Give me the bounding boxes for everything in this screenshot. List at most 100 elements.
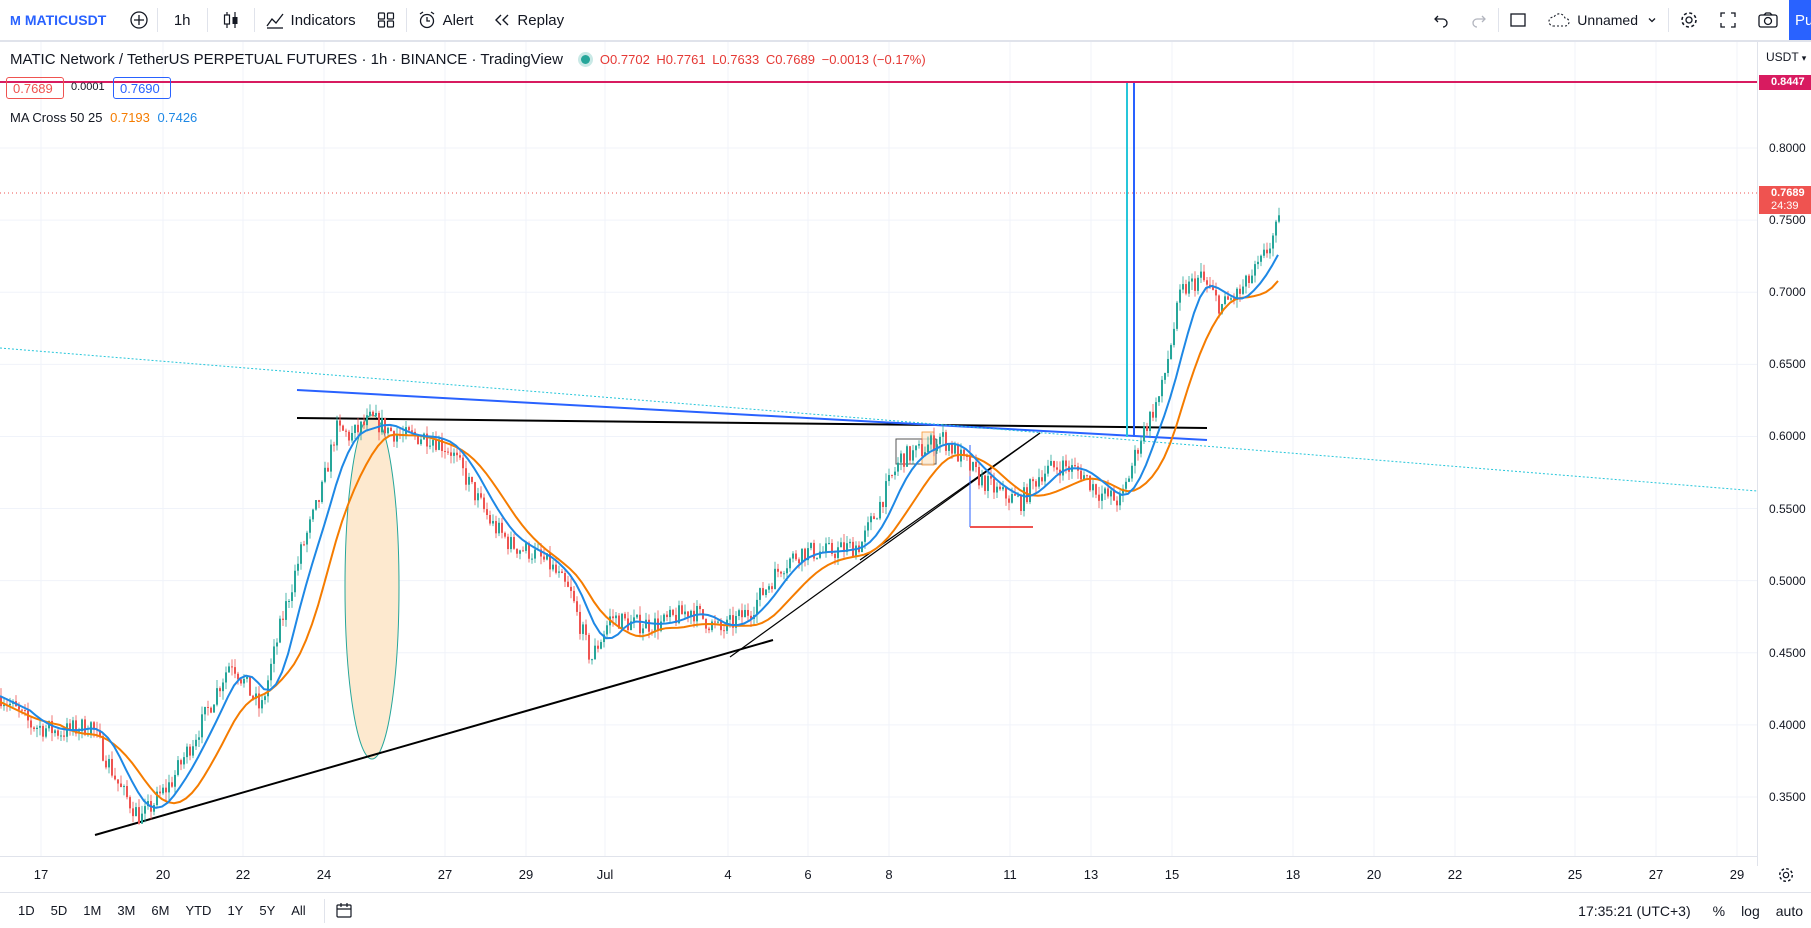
range-button-3m[interactable]: 3M: [117, 903, 136, 918]
candle-body: [1206, 280, 1208, 285]
candle-body: [534, 549, 536, 559]
range-button-6m[interactable]: 6M: [151, 903, 170, 918]
candle-body: [1044, 473, 1046, 482]
range-button-1d[interactable]: 1D: [18, 903, 35, 918]
interval-button[interactable]: 1h: [158, 0, 207, 41]
chart-type-button[interactable]: [208, 0, 254, 41]
candle-body: [1266, 249, 1268, 254]
candle-body: [30, 720, 32, 728]
candle-body: [597, 645, 599, 649]
ma-fast-line: [0, 254, 1279, 809]
candle-body: [639, 614, 641, 634]
calendar-range-icon[interactable]: [335, 902, 353, 920]
toolbar-divider: [253, 8, 255, 32]
save-layout-button[interactable]: Unnamed: [1537, 0, 1668, 41]
range-button-5d[interactable]: 5D: [50, 903, 68, 918]
long-trendline-dotted[interactable]: [0, 347, 1757, 492]
redo-button[interactable]: [1460, 0, 1498, 41]
candle-body: [351, 432, 353, 441]
candle-body: [576, 601, 578, 612]
clock[interactable]: 17:35:21 (UTC+3): [1578, 902, 1691, 919]
candle-body: [174, 774, 176, 787]
rising-trendline-1[interactable]: [729, 432, 1041, 658]
alert-button[interactable]: Alert: [407, 0, 484, 41]
undo-button[interactable]: [1422, 0, 1460, 41]
price-axis[interactable]: USDT ▾ 0.8000 0.7500 0.7000 0.6500 0.6000 0.5…: [1757, 42, 1811, 866]
candle-body: [360, 421, 362, 433]
candle-body: [1224, 296, 1226, 305]
highlight-ellipse[interactable]: [344, 414, 400, 760]
range-button-1m[interactable]: 1M: [83, 903, 102, 918]
candle-body: [180, 760, 182, 765]
range-button-1y[interactable]: 1Y: [227, 903, 244, 918]
percent-toggle[interactable]: %: [1712, 902, 1726, 919]
range-button-all[interactable]: All: [291, 903, 306, 918]
candle-body: [234, 667, 236, 674]
market-status-icon[interactable]: [580, 55, 590, 64]
replay-button[interactable]: Replay: [483, 0, 574, 41]
settings-button[interactable]: [1669, 0, 1709, 41]
candle-body: [669, 609, 671, 618]
candle-body: [159, 791, 161, 794]
auto-toggle[interactable]: auto: [1775, 902, 1803, 919]
time-axis[interactable]: 17 20 22 24 27 29 Jul 4 6 8 11 13 15 18 20 22 25 27 29: [0, 856, 1794, 893]
indicators-button[interactable]: Indicators: [255, 0, 366, 41]
chart-settings-gear-icon[interactable]: [1777, 866, 1795, 884]
candle-body: [762, 588, 764, 595]
snapshot-button[interactable]: [1747, 0, 1789, 41]
bottom-toolbar: 1D 5D 1M 3M 6M YTD 1Y 5Y All 17:35:21 (UTC+3) % …: [0, 892, 1811, 928]
candle-body: [171, 782, 173, 787]
candle-body: [426, 433, 428, 447]
chart-title[interactable]: MATIC Network / TetherUS PERPETUAL FUTUR…: [10, 51, 563, 68]
redo-icon: [1472, 15, 1487, 28]
range-button-5y[interactable]: 5Y: [259, 903, 276, 918]
candle-body: [690, 610, 692, 617]
candle-body: [555, 564, 557, 573]
replay-label: Replay: [517, 11, 565, 29]
fullscreen-button[interactable]: [1709, 0, 1747, 41]
candle-body: [1047, 465, 1049, 474]
support-trendline[interactable]: [94, 639, 774, 836]
candle-body: [162, 787, 164, 794]
rising-trendline-2[interactable]: [859, 432, 1041, 561]
symbol-search[interactable]: M MATICUSDT: [0, 0, 121, 41]
descending-trendline[interactable]: [296, 389, 1208, 441]
chart-canvas[interactable]: [0, 42, 1757, 856]
grid: [0, 42, 1757, 856]
price-tick-label: 0.5500: [1769, 501, 1806, 516]
candle-body: [219, 688, 221, 692]
candle-body: [813, 542, 815, 559]
indicator-legend[interactable]: MA Cross 50 25 0.7193 0.7426: [10, 110, 197, 125]
candle-body: [372, 411, 374, 416]
layout-select-button[interactable]: [1499, 0, 1537, 41]
candle-body: [1227, 296, 1229, 300]
candle-body: [198, 737, 200, 740]
candle-body: [747, 609, 749, 616]
candle-body: [1041, 477, 1043, 482]
candle-body: [192, 746, 194, 756]
cloud-icon: [1548, 13, 1570, 27]
sell-button[interactable]: 0.7689: [6, 77, 64, 99]
range-button-ytd[interactable]: YTD: [185, 903, 212, 918]
candle-body: [285, 601, 287, 620]
currency-selector[interactable]: USDT ▾: [1766, 50, 1806, 64]
alert-price-label[interactable]: 0.8447: [1759, 75, 1811, 90]
log-toggle[interactable]: log: [1741, 902, 1760, 919]
candle-body: [153, 805, 155, 812]
publish-button[interactable]: Publish: [1789, 0, 1811, 40]
candle-body: [789, 558, 791, 569]
candle-body: [633, 617, 635, 622]
compare-button[interactable]: [121, 0, 157, 41]
price-tick-label: 0.7500: [1769, 213, 1806, 228]
candle-body: [33, 727, 35, 729]
candle-body: [1062, 460, 1064, 476]
candle-body: [1260, 255, 1262, 262]
templates-button[interactable]: [366, 0, 406, 41]
undo-icon: [1434, 15, 1448, 28]
candle-body: [258, 693, 260, 709]
buy-button[interactable]: 0.7690: [113, 77, 171, 99]
candle-body: [987, 475, 989, 491]
candle-body: [1095, 484, 1097, 495]
bid-price: 0.7689: [13, 80, 53, 96]
resistance-horizontal-line[interactable]: [296, 417, 1208, 429]
